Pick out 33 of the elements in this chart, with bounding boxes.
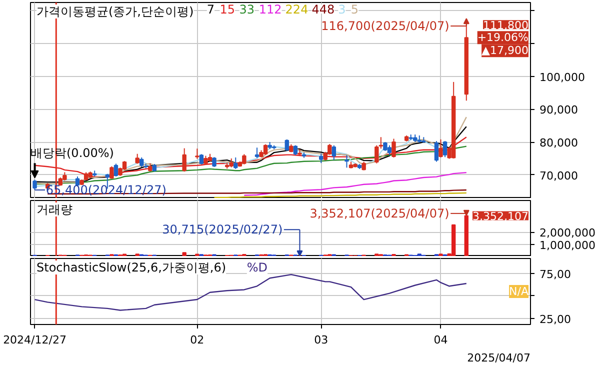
chart-title: StochasticSlow(25,6,가중이평,6) bbox=[36, 260, 226, 274]
annotation: 3,352,107 bbox=[472, 210, 528, 224]
text: 5 bbox=[350, 2, 359, 16]
y-tick-label: 75,00 bbox=[540, 268, 571, 282]
x-tick-label: 2024/12/27 bbox=[3, 334, 66, 346]
annotation: +19.06% bbox=[477, 31, 529, 44]
y-tick-label: 25,00 bbox=[540, 312, 571, 326]
text: 15 bbox=[220, 2, 235, 16]
text: 3 bbox=[338, 2, 346, 16]
x-tick-label: 04 bbox=[434, 334, 448, 346]
x-tick-label: 02 bbox=[190, 334, 204, 346]
y-tick-label: 2,000,000 bbox=[540, 226, 596, 240]
chart-title: 거래량 bbox=[36, 202, 72, 216]
text: 33 bbox=[239, 2, 255, 16]
y-tick-label: 1,000,000 bbox=[540, 238, 596, 252]
annotation: 30,715(2025/02/27) bbox=[162, 222, 283, 237]
x-tick-label: 03 bbox=[314, 334, 328, 346]
text: 448 bbox=[312, 2, 335, 16]
text: 2025/04/07 bbox=[467, 352, 531, 364]
annotation: ▲17,900 bbox=[482, 44, 529, 58]
annotation: 3,352,107(2025/04/07) bbox=[310, 206, 450, 220]
text: 7 bbox=[206, 2, 215, 16]
y-tick-label: 90,000 bbox=[540, 104, 578, 117]
series-label: %D bbox=[246, 260, 268, 274]
text: 112 bbox=[258, 2, 282, 16]
annotation: 111,800 bbox=[483, 19, 529, 32]
y-tick-label: 80,000 bbox=[540, 136, 578, 150]
annotation: N/A bbox=[509, 285, 529, 298]
annotation: 116,700(2025/04/07) bbox=[321, 19, 450, 34]
y-tick-label: 70,000 bbox=[540, 169, 578, 182]
y-tick-label: 100,000 bbox=[540, 70, 585, 84]
text: 224 bbox=[285, 2, 308, 16]
chart-title: 가격이동평균(종가,단순이평) bbox=[36, 4, 194, 18]
